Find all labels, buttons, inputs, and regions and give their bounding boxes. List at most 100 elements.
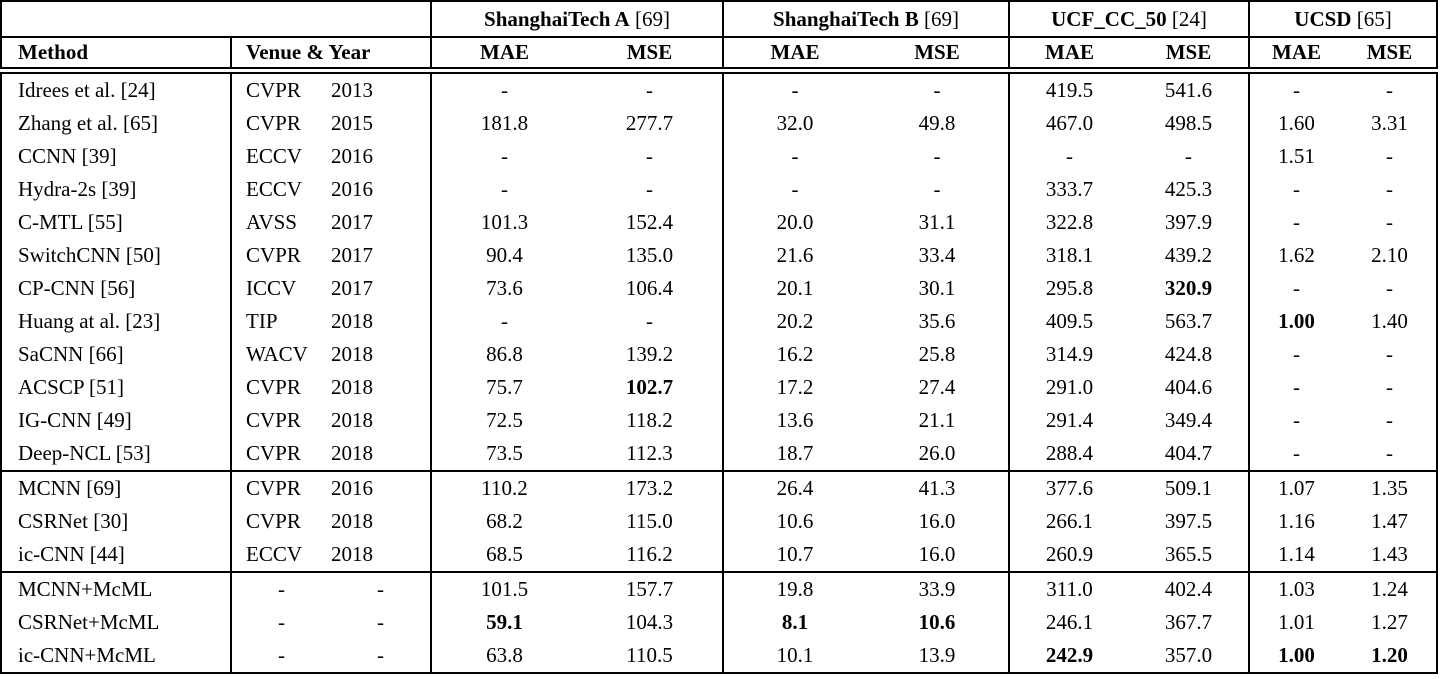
value-cell: 20.1 [776, 275, 814, 300]
value-cell: - [1386, 77, 1393, 102]
value-cell: 101.5 [431, 570, 577, 606]
venue-label: - [278, 576, 285, 601]
value-cell: 13.6 [776, 407, 814, 432]
value-cell: 333.7 [1045, 176, 1094, 201]
mse-header: MSE [577, 37, 724, 74]
table-body: Idrees et al. [24] CVPR 2013- - - -419.5 541.6… [1, 70, 1437, 673]
value-cell: 115.0 [577, 504, 724, 538]
value-cell: 1.16 [1278, 508, 1315, 533]
venue-year-cell: -- [231, 638, 432, 673]
year-label: 2018 [331, 541, 373, 566]
mse-header: MSE [1129, 37, 1250, 74]
value-cell: 68.5 [486, 541, 523, 566]
value-cell: 139.2 [577, 337, 724, 371]
value-cell: 260.9 [1045, 541, 1094, 566]
value-cell: 102.7 [577, 370, 724, 404]
value-cell: 72.5 [486, 407, 523, 432]
value-cell: 288.4 [1045, 440, 1094, 465]
value-cell: 25.8 [866, 337, 1010, 371]
value-cell: 86.8 [486, 341, 523, 366]
value-cell: 18.7 [776, 440, 814, 465]
value-cell: 20.0 [776, 209, 814, 234]
year-label: 2017 [331, 209, 373, 234]
table-row: ACSCP [51] CVPR 2018 75.7 102.7 17.2 27.4 291.0… [1, 370, 1437, 404]
method-cell: C-MTL [55] [1, 205, 232, 239]
value-cell: - [501, 143, 508, 168]
dataset-name: UCSD [1294, 6, 1352, 31]
group-header-ucf-cc-50: UCF_CC_50 [24] [1009, 1, 1250, 38]
value-cell: 16.0 [866, 504, 1010, 538]
value-cell: - [1293, 77, 1300, 102]
table-row: SwitchCNN [50] CVPR 2017 90.4 135.0 21.6 33.4 3… [1, 238, 1437, 272]
mae-header: MAE [431, 37, 577, 74]
table-row: CSRNet+McML - -59.1 104.3 8.1 10.6 246.1 367.7 1… [1, 605, 1437, 639]
method-cell: Deep-NCL [53] [1, 436, 232, 471]
value-cell: - [1386, 341, 1393, 366]
year-label: 2017 [331, 275, 373, 300]
venue-year-cell: ECCV 2016 [231, 139, 432, 173]
value-cell: 295.8 [1045, 275, 1094, 300]
value-cell: 402.4 [1129, 570, 1250, 606]
value-cell: - [866, 172, 1010, 206]
year-label: 2018 [331, 407, 373, 432]
value-cell: 10.7 [776, 541, 814, 566]
table-row: ic-CNN+McML - -63.8 110.5 10.1 13.9 242.9 357.0… [1, 638, 1437, 673]
venue-label: CVPR [246, 508, 301, 533]
value-cell: 1.00 [1278, 308, 1315, 333]
value-cell: 3.31 [1371, 110, 1408, 135]
mae-header: MAE [723, 37, 866, 74]
value-cell: 49.8 [866, 106, 1010, 140]
value-cell: 242.9 [1045, 642, 1094, 667]
value-cell: 26.4 [723, 469, 866, 505]
method-cell: ic-CNN [44] [1, 537, 232, 572]
value-cell: - [1386, 209, 1393, 234]
venue-label: TIP [246, 308, 278, 333]
group-header-row: ShanghaiTech A [69] ShanghaiTech B [69] … [1, 1, 1437, 38]
value-cell: 116.2 [577, 537, 724, 572]
value-cell: 1.47 [1371, 508, 1408, 533]
value-cell: 1.03 [1249, 570, 1343, 606]
value-cell: 31.1 [866, 205, 1010, 239]
value-cell: - [866, 139, 1010, 173]
value-cell: 90.4 [486, 242, 523, 267]
value-cell: 311.0 [1009, 570, 1129, 606]
value-cell: 322.8 [1045, 209, 1094, 234]
value-cell: 1.51 [1278, 143, 1315, 168]
value-cell: 2.10 [1371, 242, 1408, 267]
value-cell: - [577, 304, 724, 338]
value-cell: - [1386, 143, 1393, 168]
value-cell: - [866, 70, 1010, 107]
value-cell: - [1293, 275, 1300, 300]
value-cell: 181.8 [480, 110, 529, 135]
value-cell: 27.4 [866, 370, 1010, 404]
value-cell: 8.1 [781, 609, 809, 634]
year-label: 2018 [331, 341, 373, 366]
value-cell: 439.2 [1129, 238, 1250, 272]
table-row: MCNN+McML - -101.5 157.7 19.8 33.9 311.0 402.4 1… [1, 570, 1437, 606]
value-cell: 17.2 [776, 374, 814, 399]
value-cell: 541.6 [1129, 70, 1250, 107]
table-row: C-MTL [55] AVSS 2017 101.3 152.4 20.0 31.1 322.… [1, 205, 1437, 239]
value-cell: 152.4 [577, 205, 724, 239]
table-row: SaCNN [66] WACV 2018 86.8 139.2 16.2 25.8 314.9… [1, 337, 1437, 371]
value-cell: 277.7 [577, 106, 724, 140]
venue-year-cell: CVPR 2018 [231, 436, 432, 471]
value-cell: 13.9 [866, 638, 1010, 673]
value-cell: 33.4 [866, 238, 1010, 272]
value-cell: 21.1 [866, 403, 1010, 437]
venue-year-cell: CVPR 2013 [231, 70, 432, 107]
venue-year-cell: CVPR 2018 [231, 403, 432, 437]
venue-label: - [278, 609, 285, 634]
value-cell: 509.1 [1129, 469, 1250, 505]
value-cell: 314.9 [1045, 341, 1094, 366]
value-cell: 63.8 [486, 642, 523, 667]
value-cell: 10.6 [866, 605, 1010, 639]
venue-label: ECCV [246, 176, 303, 201]
value-cell: 1.00 [1278, 642, 1315, 667]
value-cell: 110.5 [577, 638, 724, 673]
venue-label: CVPR [246, 407, 301, 432]
value-cell: 20.2 [776, 308, 814, 333]
venue-year-cell: CVPR 2018 [231, 504, 432, 538]
venue-year-cell: WACV 2018 [231, 337, 432, 371]
